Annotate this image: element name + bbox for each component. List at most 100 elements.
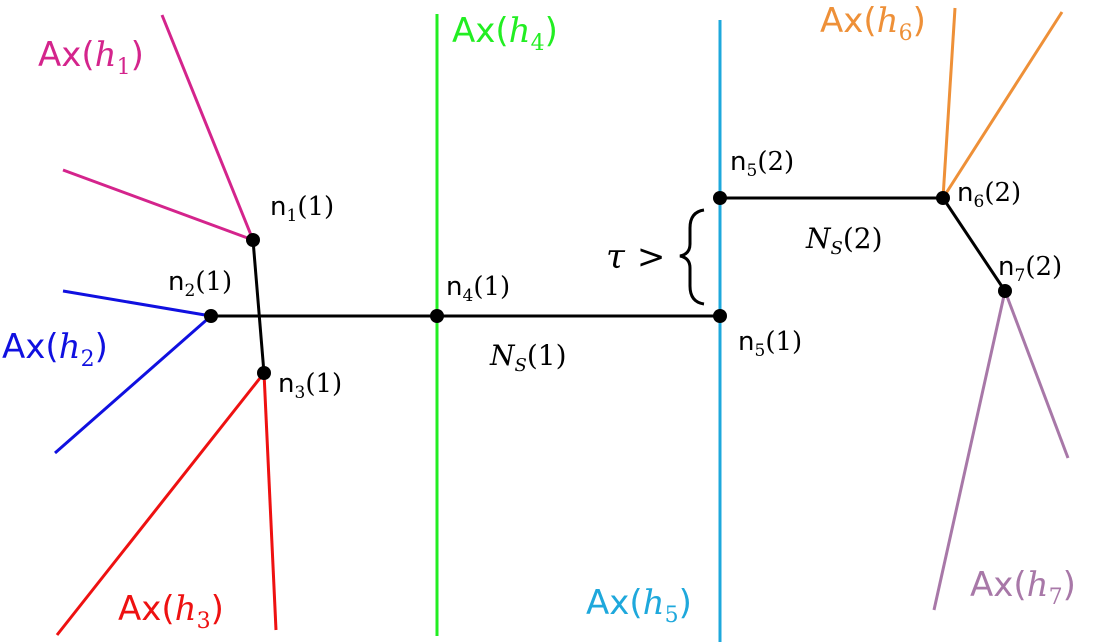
label-ax-h2-suffix: ) bbox=[95, 327, 108, 367]
edge-n6-n7 bbox=[941, 197, 1007, 292]
label-ax-h5-var: h bbox=[643, 583, 665, 623]
label-ax-h2-var: h bbox=[59, 327, 81, 367]
label-ax-h5-suffix: ) bbox=[679, 583, 692, 623]
label-ax-h7-suffix: ) bbox=[1063, 565, 1076, 605]
label-n7-arg: (2) bbox=[1025, 252, 1062, 282]
node-n4 bbox=[430, 309, 444, 323]
axis-h3-line-a bbox=[55, 372, 266, 636]
label-ns1-arg: (1) bbox=[527, 339, 567, 372]
node-n5-2 bbox=[713, 191, 727, 205]
label-n6-base: n bbox=[957, 178, 973, 208]
axis-h7-line-a bbox=[932, 290, 1007, 611]
label-ax-h3-prefix: Ax( bbox=[118, 589, 175, 629]
label-tau-symbol: τ bbox=[606, 237, 626, 277]
axis-h3 bbox=[55, 372, 278, 636]
label-ax-h3-sub: 3 bbox=[197, 609, 211, 634]
label-n4-base: n bbox=[446, 272, 462, 302]
label-ax-h6-suffix: ) bbox=[913, 1, 926, 41]
label-tau: τ > bbox=[606, 237, 665, 277]
nodes bbox=[204, 191, 1012, 380]
label-ax-h4-sub: 4 bbox=[531, 31, 545, 56]
label-ax-h3: Ax(h3) bbox=[118, 589, 224, 634]
axis-h7-line-b bbox=[1003, 290, 1070, 459]
label-ax-h1-var: h bbox=[95, 35, 117, 75]
node-labels: n1(1) n2(1) n3(1) n4(1) n5(1) n5(2) n6(2… bbox=[168, 147, 1062, 403]
node-n7 bbox=[998, 284, 1012, 298]
axis-h1-line-a bbox=[160, 14, 255, 241]
label-n4-arg: (1) bbox=[473, 272, 510, 302]
label-ns2: NS(2) bbox=[805, 222, 883, 259]
label-n2: n2(1) bbox=[168, 267, 232, 301]
tree-edges bbox=[211, 196, 1007, 374]
label-n7-sub: 7 bbox=[1014, 266, 1025, 286]
label-ns2-arg: (2) bbox=[843, 222, 883, 255]
label-n6-arg: (2) bbox=[984, 178, 1021, 208]
label-ns1-var: N bbox=[489, 339, 516, 372]
axis-h3-line-b bbox=[262, 372, 278, 631]
label-ax-h7-var: h bbox=[1027, 565, 1049, 605]
label-ax-h1-prefix: Ax( bbox=[38, 35, 95, 75]
label-n1-arg: (1) bbox=[297, 192, 334, 222]
node-n6 bbox=[936, 191, 950, 205]
label-n2-base: n bbox=[168, 267, 184, 297]
label-n7-base: n bbox=[998, 252, 1014, 282]
label-ax-h7-sub: 7 bbox=[1049, 585, 1063, 610]
label-n2-sub: 2 bbox=[184, 281, 195, 301]
label-n5-2-sub: 5 bbox=[746, 161, 757, 181]
label-ax-h2-prefix: Ax( bbox=[2, 327, 59, 367]
label-ns2-var: N bbox=[805, 222, 832, 255]
axis-h6 bbox=[941, 7, 1064, 199]
edge-n1-n3 bbox=[251, 239, 266, 374]
label-n1-sub: 1 bbox=[286, 206, 297, 226]
label-n5-1: n5(1) bbox=[738, 327, 802, 361]
label-n3-sub: 3 bbox=[294, 383, 305, 403]
label-ax-h4-suffix: ) bbox=[545, 11, 558, 51]
label-ax-h7-prefix: Ax( bbox=[970, 565, 1027, 605]
axis-h1 bbox=[62, 14, 255, 242]
axis-h2 bbox=[54, 289, 212, 455]
label-ax-h6-sub: 6 bbox=[899, 21, 913, 46]
label-ax-h7: Ax(h7) bbox=[970, 565, 1076, 610]
label-n1: n1(1) bbox=[270, 192, 334, 226]
label-ax-h1-sub: 1 bbox=[117, 55, 131, 80]
label-n6: n6(2) bbox=[957, 178, 1021, 212]
label-ax-h6-var: h bbox=[877, 1, 899, 41]
label-ax-h5-sub: 5 bbox=[665, 603, 679, 628]
label-n5-2-base: n bbox=[730, 147, 746, 177]
axis-h1-line-b bbox=[62, 168, 254, 242]
label-ax-h3-var: h bbox=[175, 589, 197, 629]
label-ax-h2: Ax(h2) bbox=[2, 327, 108, 372]
label-ax-h3-suffix: ) bbox=[211, 589, 224, 629]
node-n3 bbox=[257, 366, 271, 380]
label-ns2-sub: S bbox=[831, 238, 843, 259]
axis-h6-line-b bbox=[941, 11, 1064, 199]
node-n5-1 bbox=[713, 309, 727, 323]
label-n5-1-sub: 5 bbox=[754, 341, 765, 361]
label-ax-h5: Ax(h5) bbox=[586, 583, 692, 628]
label-n5-2: n5(2) bbox=[730, 147, 794, 181]
label-ax-h6-prefix: Ax( bbox=[820, 1, 877, 41]
label-n3-base: n bbox=[278, 369, 294, 399]
label-n4-sub: 4 bbox=[462, 286, 473, 306]
label-ax-h4: Ax(h4) bbox=[452, 11, 558, 56]
label-ax-h4-prefix: Ax( bbox=[452, 11, 509, 51]
label-ax-h1-suffix: ) bbox=[131, 35, 144, 75]
axis-h2-line-b bbox=[54, 314, 212, 455]
node-n1 bbox=[246, 233, 260, 247]
tau-brace bbox=[679, 208, 705, 306]
label-n7: n7(2) bbox=[998, 252, 1062, 286]
label-n3-arg: (1) bbox=[305, 369, 342, 399]
edge-labels: NS(1) NS(2) bbox=[489, 222, 883, 376]
label-ax-h1: Ax(h1) bbox=[38, 35, 144, 80]
label-ax-h4-var: h bbox=[509, 11, 531, 51]
node-n2 bbox=[204, 309, 218, 323]
label-n5-1-arg: (1) bbox=[765, 327, 802, 357]
label-n6-sub: 6 bbox=[973, 192, 984, 212]
label-n3: n3(1) bbox=[278, 369, 342, 403]
label-tau-relation: > bbox=[637, 237, 666, 277]
label-ns1-sub: S bbox=[515, 355, 527, 376]
label-n2-arg: (1) bbox=[195, 267, 232, 297]
axis-h2-line-a bbox=[62, 289, 212, 318]
